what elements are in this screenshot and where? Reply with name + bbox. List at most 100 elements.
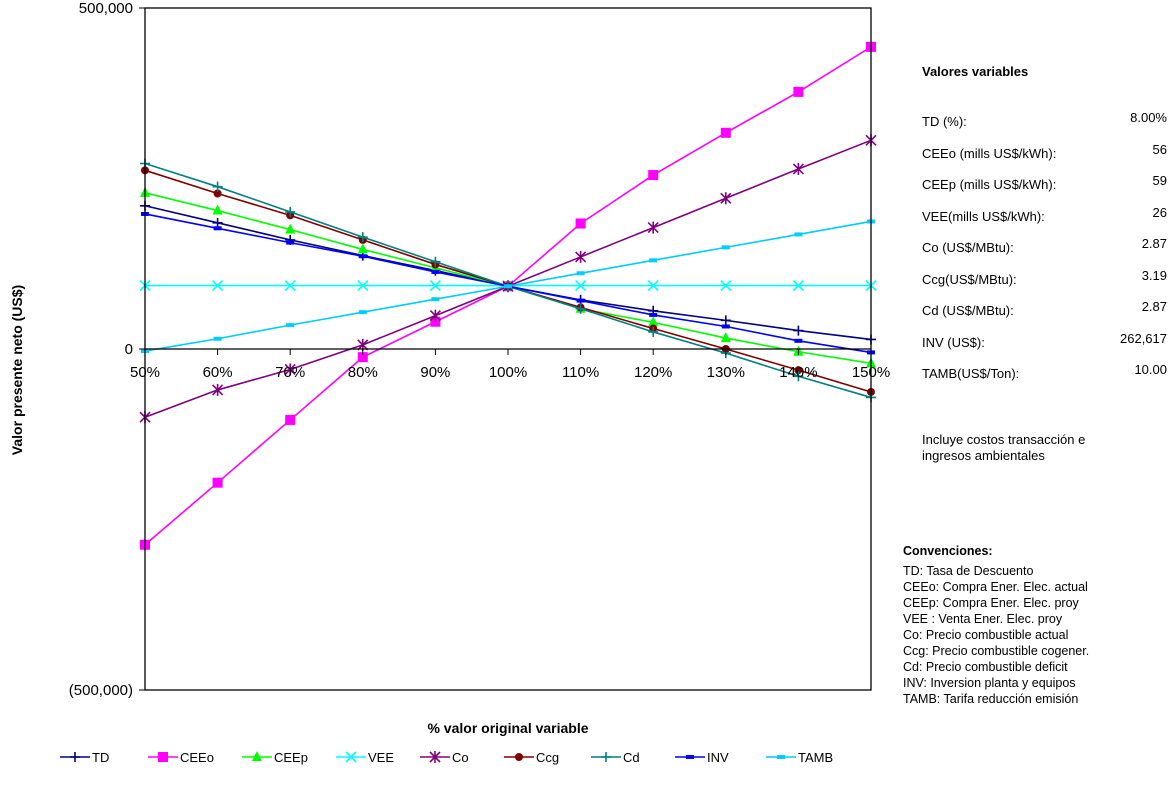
data-point-co (212, 383, 224, 396)
legend-item-tamb: TAMB (766, 750, 833, 765)
data-point-ceeo (793, 86, 804, 97)
data-point-tamb (721, 245, 730, 250)
data-point-cd (793, 371, 804, 382)
value-row-value: 26 (1152, 204, 1167, 220)
value-row: VEE(mills US$/kWh): 26 (922, 205, 1167, 229)
data-point-tamb (649, 258, 658, 263)
data-point-vee (720, 280, 732, 292)
legend-label-cd: Cd (623, 750, 640, 765)
data-point-inv (576, 298, 585, 303)
data-point-tamb (213, 336, 222, 341)
data-point-inv (794, 338, 803, 343)
legend-marker-inv (686, 755, 694, 759)
value-row-value: 10.00 (1134, 362, 1167, 377)
y-tick-label: 500,000 (79, 0, 133, 17)
legend-label-tamb: TAMB (798, 750, 833, 765)
legend-marker-td (70, 752, 80, 762)
note-line-1: Incluye costos transacción e (922, 432, 1086, 447)
data-point-inv (286, 240, 295, 245)
legend-marker-ceeo (158, 752, 168, 762)
legend-label-ccg: Ccg (536, 750, 559, 765)
data-point-inv (213, 226, 222, 231)
value-row-value: 262,617 (1120, 330, 1167, 346)
x-axis-title: % valor original variable (427, 720, 588, 736)
convention-item: Co: Precio combustible actual (903, 628, 1069, 642)
legend-item-cd: Cd (591, 750, 640, 765)
data-point-tamb (431, 297, 440, 302)
data-point-td (720, 315, 731, 326)
y-tick-label: 0 (125, 341, 133, 358)
x-tick-label: 90% (420, 364, 450, 381)
note-line-2: ingresos ambientales (922, 448, 1045, 463)
value-row: Ccg(US$/MBtu): 3.19 (922, 268, 1167, 292)
series-ceep (140, 186, 876, 368)
convention-item: Cd: Precio combustible deficit (903, 660, 1068, 674)
data-point-tamb (504, 284, 512, 289)
data-point-tamb (794, 232, 803, 237)
value-row-label: CEEo (mills US$/kWh): (922, 145, 1057, 161)
value-row-value: 59 (1152, 173, 1167, 188)
convention-item: INV: Inversion planta y equipos (903, 676, 1076, 690)
data-point-ceep (648, 316, 659, 327)
convention-item: CEEo: Compra Ener. Elec. actual (903, 580, 1088, 594)
value-row-value: 8.00% (1130, 110, 1167, 125)
data-point-vee (575, 280, 587, 292)
conventions-block: Convenciones: TD: Tasa de Descuento CEEo:… (903, 543, 1089, 707)
data-point-cd (285, 206, 296, 217)
value-row: TD (%): 8.00% (922, 110, 1167, 134)
legend-item-ceep: CEEp (242, 750, 308, 765)
data-point-ceep (357, 243, 368, 254)
data-point-inv (649, 312, 658, 317)
data-point-ceeo (720, 127, 731, 138)
data-point-co (575, 250, 587, 263)
value-row: Co (US$/MBtu): 2.87 (922, 236, 1167, 260)
legend-label-td: TD (92, 750, 109, 765)
legend-marker-vee (345, 751, 357, 763)
value-row-label: TAMB(US$/Ton): (922, 366, 1020, 381)
data-point-ceep (212, 204, 223, 215)
series-line-ceeo (144, 46, 872, 546)
data-point-ceep (720, 332, 731, 343)
legend-marker-co (429, 751, 441, 763)
data-point-co (647, 221, 659, 234)
x-tick-label: 120% (634, 364, 672, 381)
legend-marker-tamb (777, 755, 785, 759)
legend-item-ceeo: CEEo (148, 750, 214, 765)
value-row: CEEp (mills US$/kWh): 59 (922, 173, 1167, 197)
values-panel-title: Valores variables (922, 64, 1029, 79)
data-point-co (284, 363, 296, 376)
data-point-cd (430, 256, 441, 267)
legend-item-vee: VEE (336, 750, 394, 765)
legend-label-co: Co (452, 750, 469, 765)
legend-label-ceeo: CEEo (180, 750, 214, 765)
data-point-ceep (285, 223, 296, 234)
value-row-value: 2.87 (1141, 236, 1167, 251)
series-line-td (144, 205, 872, 341)
legend-item-td: TD (60, 750, 109, 765)
value-row-label: INV (US$): (922, 334, 985, 350)
data-point-cd (357, 232, 368, 243)
legend-label-inv: INV (707, 750, 729, 765)
value-row-value: 3.19 (1141, 267, 1167, 283)
y-axis-title: Valor presente neto (US$) (9, 285, 25, 455)
x-tick-label: 110% (562, 364, 599, 381)
convention-item: Ccg: Precio combustible cogener. (903, 644, 1090, 658)
convention-item: TAMB: Tarifa reducción emisión (903, 692, 1079, 706)
x-tick-label: 150% (852, 364, 890, 381)
conventions-title: Convenciones: (903, 544, 993, 558)
x-tick-label: 130% (707, 364, 745, 381)
value-row: Cd (US$/MBtu): 2.87 (922, 299, 1167, 323)
value-row: TAMB(US$/Ton): 10.00 (922, 362, 1167, 386)
legend-item-co: Co (420, 750, 469, 765)
x-tick-label: 70% (275, 364, 305, 381)
value-row-label: Cd (US$/MBtu): (922, 303, 1014, 318)
data-point-vee (212, 280, 224, 292)
convention-item: CEEp: Compra Ener. Elec. proy (903, 596, 1079, 610)
convention-item: VEE : Venta Ener. Elec. proy (903, 612, 1063, 626)
x-tick-label: 140% (779, 364, 817, 381)
data-point-vee (792, 280, 804, 292)
value-row-value: 56 (1152, 141, 1167, 157)
data-point-vee (429, 280, 441, 292)
x-tick-label: 60% (203, 364, 233, 381)
